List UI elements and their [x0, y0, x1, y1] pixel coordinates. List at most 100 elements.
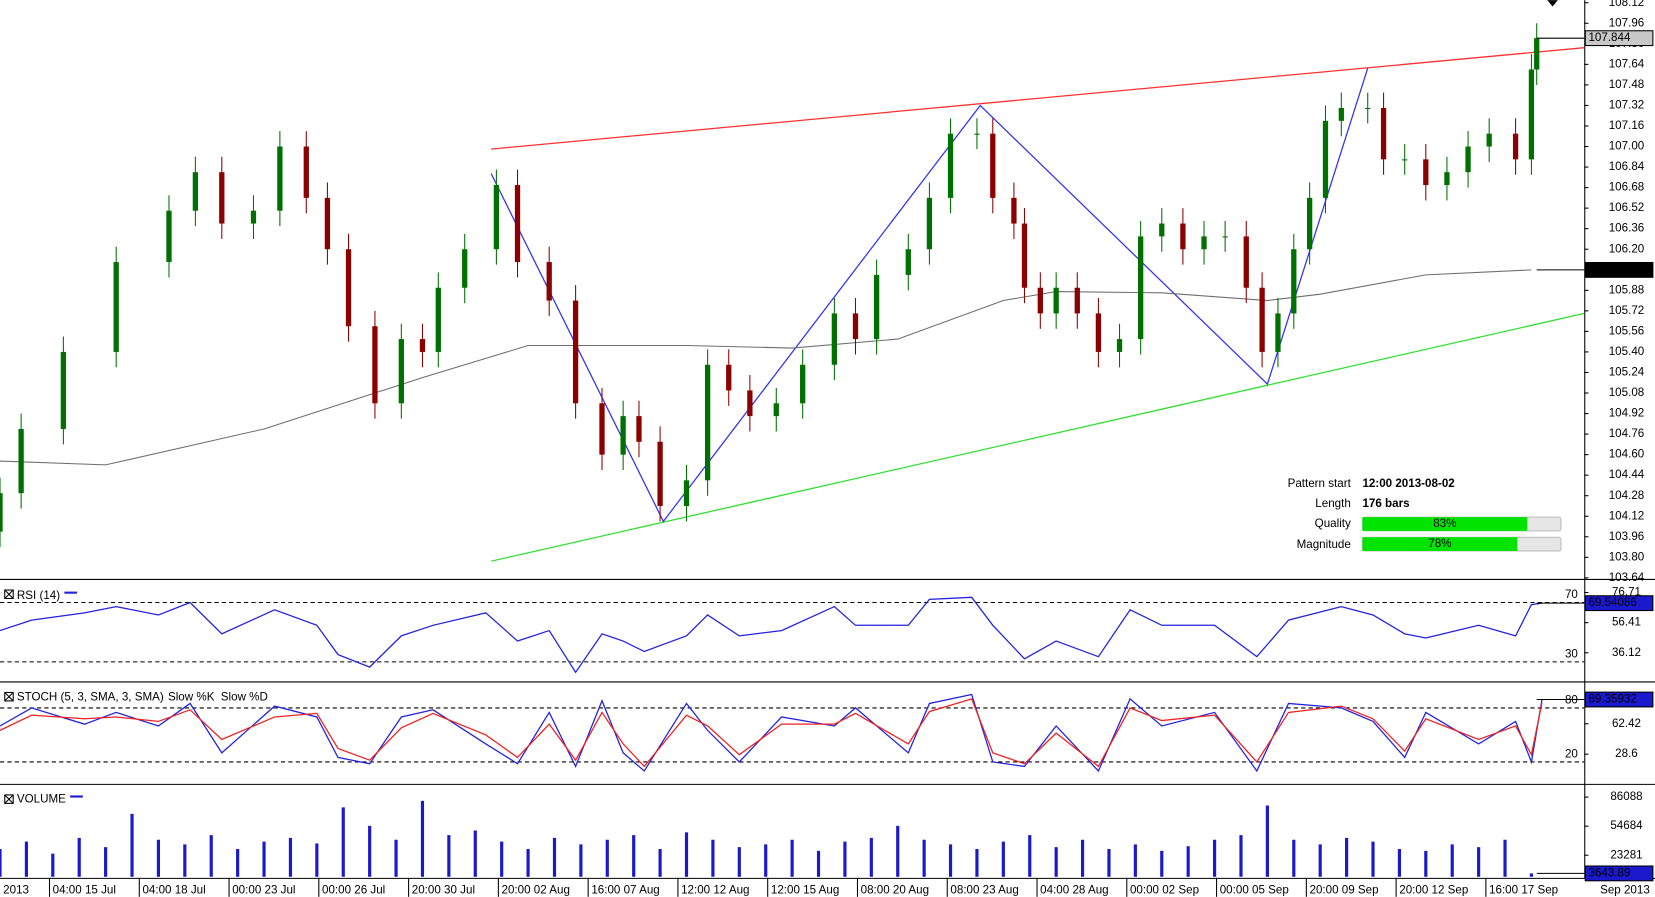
volume-bar [737, 847, 741, 877]
candle-body [1275, 313, 1281, 352]
y-tick-label: 105.40 [1609, 345, 1645, 358]
close-icon-x [4, 590, 14, 599]
volume-bar [183, 844, 187, 877]
candle-body [514, 185, 521, 263]
candle-body [1486, 133, 1492, 147]
candle-body [1380, 108, 1387, 160]
candle-body [974, 133, 980, 135]
y-tick-label: 62.42 [1612, 717, 1641, 730]
candle-body [800, 364, 806, 404]
y-tick-label: 56.41 [1612, 616, 1641, 629]
indicator-line [0, 698, 1543, 768]
volume-bar [948, 844, 953, 877]
candle-body [947, 133, 954, 198]
current-value: 3643.89 [1588, 866, 1630, 879]
volume-bar [1239, 835, 1243, 877]
volume-bar [790, 839, 794, 877]
x-tick-label: 20:00 09 Sep [1310, 884, 1379, 897]
candle-body [1444, 172, 1450, 186]
indicator-line [0, 596, 1543, 674]
candle-body [1222, 236, 1228, 238]
candle-body [572, 300, 579, 404]
candle-body [1534, 38, 1540, 70]
volume-bar [368, 825, 372, 877]
candle-body [747, 390, 753, 417]
level-label: 20 [1565, 748, 1578, 761]
level-label: 30 [1565, 648, 1578, 661]
close-icon[interactable] [4, 589, 14, 600]
candle-body [398, 339, 404, 404]
volume-bar [816, 850, 821, 877]
candle-body [1021, 223, 1028, 288]
meter-label: 83% [1433, 517, 1456, 530]
candle-body [599, 403, 605, 455]
volume-bar [552, 837, 557, 877]
y-tick-label: 23281 [1610, 848, 1642, 861]
x-tick-label: 12:00 15 Aug [771, 884, 839, 897]
candle-body [657, 441, 663, 506]
y-tick-label: 28.6 [1615, 747, 1638, 760]
x-tick-label: 00:00 02 Sep [1130, 884, 1199, 897]
y-tick-label: 106.20 [1609, 242, 1645, 255]
y-tick-label: 106.84 [1609, 160, 1645, 173]
y-tick-label: 107.32 [1609, 98, 1645, 111]
candle-body [1138, 236, 1144, 340]
y-tick-label: 105.08 [1609, 386, 1645, 399]
close-icon[interactable] [4, 794, 14, 804]
volume-bar [843, 841, 847, 877]
candle-body [345, 249, 352, 327]
candle-body [303, 146, 309, 198]
x-tick-label: 00:00 05 Sep [1220, 884, 1289, 897]
volume-bar [341, 807, 345, 877]
candle-body [435, 287, 441, 352]
x-tick-label: 16:00 07 Aug [591, 884, 659, 897]
y-tick-label: 106.68 [1609, 181, 1645, 194]
y-tick-label: 107.64 [1609, 57, 1645, 70]
volume-bar [1133, 844, 1137, 877]
volume-bar [447, 835, 451, 877]
info-value: 176 bars [1362, 497, 1409, 510]
y-tick-label: 105.56 [1609, 324, 1645, 337]
candle-body [546, 262, 552, 301]
close-icon[interactable] [4, 691, 14, 702]
volume-bar [1292, 839, 1296, 877]
candle-body [1053, 287, 1059, 314]
candle-body [990, 133, 996, 198]
x-tick-label: 04:00 18 Jul [142, 884, 205, 897]
candle-body [683, 480, 690, 506]
y-tick-label: 104.76 [1609, 427, 1645, 440]
volume-bar [394, 839, 398, 877]
volume-bar [1186, 846, 1190, 877]
y-tick-label: 104.28 [1609, 489, 1645, 502]
current-value: 89.35932 [1588, 693, 1636, 706]
volume-bar [1212, 839, 1217, 877]
volume-bar [1450, 844, 1454, 877]
candle-body [1338, 108, 1344, 121]
volume-bar [632, 835, 636, 877]
y-tick-label: 104.92 [1609, 407, 1645, 420]
y-tick-label: 108.12 [1609, 0, 1645, 9]
x-tick-label: Sep 2013 [1600, 884, 1650, 897]
legend-entry: Slow %K [168, 690, 215, 703]
volume-bar [1371, 841, 1375, 877]
panel-title: STOCH (5, 3, SMA, 3, SMA) [17, 690, 164, 703]
volume-bar [869, 837, 873, 877]
volume-bar [1345, 837, 1349, 877]
y-tick-label: 105.24 [1609, 366, 1645, 379]
trend-line [490, 312, 1585, 562]
volume-bar [0, 849, 2, 877]
volume-bar [500, 841, 504, 877]
candle-body [277, 146, 283, 211]
candle-body [0, 493, 3, 532]
candle-body [620, 416, 626, 455]
volume-bar [209, 835, 213, 877]
volume-bar [605, 839, 609, 877]
candle-body [873, 274, 880, 340]
legend-entry: Slow %D [221, 690, 268, 703]
trend-line [491, 47, 1585, 150]
y-tick-label: 103.64 [1609, 571, 1645, 584]
candle-body [250, 210, 257, 224]
level-label: 80 [1565, 694, 1578, 707]
volume-bar [77, 837, 81, 877]
candle-body [419, 339, 426, 352]
